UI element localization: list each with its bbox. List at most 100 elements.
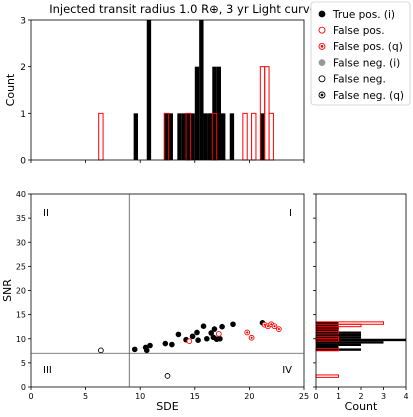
top-hist-bar (190, 113, 195, 160)
scatter-ytick-label: 5 (21, 359, 26, 368)
top-hist-ytick-label: 3 (20, 17, 26, 27)
scatter-point (186, 338, 193, 345)
legend-label: False pos. (333, 25, 385, 37)
scatter-point-dot (246, 331, 249, 334)
legend-marker-dot (320, 93, 324, 97)
top-hist-bar (146, 20, 152, 160)
right-hist-outline-bar (315, 374, 339, 378)
legend-label: False pos. (q) (333, 41, 403, 53)
scatter-frame (30, 193, 305, 388)
top-hist-bar (260, 113, 265, 160)
top-hist-outline-bar (242, 112, 248, 161)
chart-title: Injected transit radius 1.0 R⊕, 3 yr Lig… (49, 2, 323, 16)
right-hist-xtick-label: 4 (403, 392, 408, 401)
right-hist-xtick-label: 0 (313, 392, 318, 401)
scatter-point (200, 323, 207, 330)
scatter-xtick-label: 15 (190, 392, 200, 401)
top-hist-bar (186, 113, 191, 160)
top-hist-bar (199, 20, 204, 160)
scatter-point (175, 331, 182, 338)
scatter-ytick-label: 40 (16, 190, 26, 199)
right-hist-bar (316, 338, 406, 342)
scatter-point-dot (270, 323, 273, 326)
right-hist-bar (316, 333, 361, 337)
scatter-point-dot (250, 336, 253, 339)
top-hist-bar (207, 113, 213, 160)
right-hist-bar (316, 341, 384, 344)
top-hist-outline-bar (268, 112, 274, 161)
top-hist-outline-bar (98, 112, 104, 161)
legend-marker (318, 59, 326, 66)
right-hist-frame (315, 193, 407, 388)
scatter-ytick-label: 20 (16, 287, 26, 296)
scatter-xtick-label: 5 (83, 392, 88, 401)
scatter-point (211, 326, 218, 332)
scatter-point (131, 346, 138, 353)
scatter-point-dot (263, 323, 266, 326)
quadrant-label: III (43, 365, 52, 376)
scatter-point (219, 323, 225, 330)
top-hist-ylabel: Count (4, 73, 17, 106)
scatter-ytick-label: 25 (16, 262, 26, 271)
scatter-point (215, 331, 222, 337)
right-hist-bar (316, 324, 339, 327)
top-hist-frame (30, 19, 305, 161)
scatter-ytick-label: 30 (16, 238, 26, 247)
scatter-point (98, 347, 104, 354)
right-hist-bar (316, 329, 339, 332)
right-hist-bar (316, 326, 339, 330)
top-hist-bar (164, 113, 169, 160)
right-hist-xtick-label: 3 (381, 392, 386, 401)
scatter-point (230, 321, 236, 328)
scatter-xtick-label: 25 (299, 392, 309, 401)
scatter-ytick-label: 0 (21, 383, 26, 392)
top-hist-bar (203, 113, 208, 160)
legend-label: False neg. (333, 74, 386, 86)
top-hist-bar (177, 113, 182, 160)
scatter-point (189, 333, 196, 340)
legend-label: True pos. (i) (332, 9, 395, 21)
right-hist-bar (316, 345, 339, 349)
top-hist-bar (133, 113, 139, 160)
legend-label: False neg. (i) (333, 57, 400, 69)
scatter-point-dot (273, 325, 276, 328)
right-hist-xlabel: Count (345, 400, 378, 413)
legend-box (310, 1, 411, 106)
scatter-point (217, 335, 223, 342)
right-histogram: 0 1 2 3 4 Count (313, 193, 409, 413)
scatter-point (208, 330, 214, 336)
scatter-point-dot (266, 325, 270, 328)
legend-marker (318, 26, 326, 34)
scatter-point (195, 337, 201, 343)
right-hist-bar (316, 343, 361, 346)
scatter-ytick-label: 10 (16, 335, 26, 344)
top-hist-ytick-label: 2 (20, 63, 26, 73)
scatter-ytick-label: 35 (16, 214, 26, 223)
quadrant-label: II (43, 208, 49, 219)
right-hist-bar (316, 321, 339, 325)
top-hist-bar (221, 113, 226, 160)
scatter-point (143, 347, 150, 354)
scatter-point-dot (277, 328, 280, 331)
legend-marker-dot (320, 45, 324, 48)
legend: True pos. (i) False pos. False pos. (q) Fal… (310, 1, 411, 106)
top-hist-outline-bar (264, 66, 270, 161)
scatter-xlabel: SDE (156, 400, 178, 413)
scatter-point (162, 340, 169, 347)
right-hist-xtick-label: 1 (336, 392, 341, 401)
top-hist-bar (229, 113, 235, 160)
scatter-point (147, 342, 153, 349)
top-hist-bar (194, 66, 200, 160)
scatter-xtick-label: 20 (244, 392, 254, 401)
legend-label: False neg. (q) (333, 90, 404, 102)
legend-marker (318, 10, 326, 18)
quadrant-label: IV (282, 365, 292, 376)
top-hist-bar (216, 66, 222, 160)
scatter-ytick-label: 15 (16, 311, 26, 320)
quadrant-label: I (289, 208, 292, 219)
scatter-xtick-label: 0 (28, 392, 33, 401)
scatter-point (164, 373, 171, 379)
legend-marker (318, 75, 326, 83)
